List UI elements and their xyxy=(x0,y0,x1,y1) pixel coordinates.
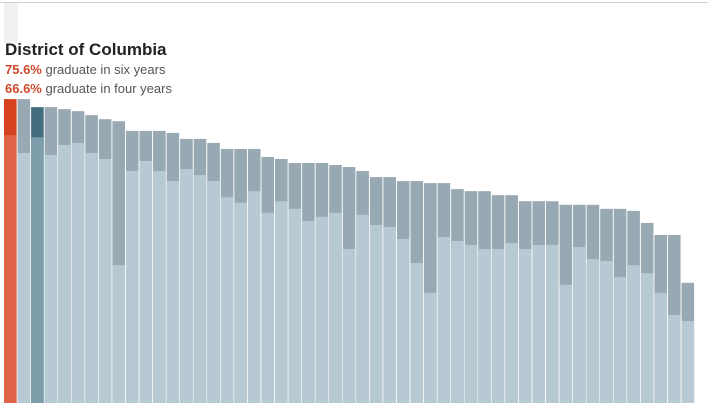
bar-four-year[interactable] xyxy=(247,191,261,403)
bar-four-year[interactable] xyxy=(369,224,383,403)
bar-four-year[interactable] xyxy=(396,238,410,403)
highlight-column-shade xyxy=(4,3,18,43)
bar-four-year[interactable] xyxy=(315,216,329,403)
bar-four-year[interactable] xyxy=(220,197,234,403)
bar-four-year[interactable] xyxy=(139,161,153,403)
bar-four-year[interactable] xyxy=(288,208,302,403)
bar-four-year[interactable] xyxy=(640,273,654,403)
bar-four-year[interactable] xyxy=(667,314,681,403)
bar-four-year[interactable] xyxy=(207,181,220,403)
six-year-value: 75.6% xyxy=(5,62,42,77)
highlight-label: District of Columbia 75.6% graduate in s… xyxy=(5,40,172,98)
bar-four-year[interactable] xyxy=(410,263,424,403)
six-year-line: 75.6% graduate in six years xyxy=(5,60,172,79)
bar-four-year[interactable] xyxy=(166,181,180,403)
bar-four-year[interactable] xyxy=(85,152,98,403)
bar-four-year[interactable] xyxy=(234,202,247,403)
bar-four-year[interactable] xyxy=(153,171,166,403)
bar-four-year[interactable] xyxy=(4,135,17,403)
bar-four-year[interactable] xyxy=(58,144,71,404)
bar-four-year[interactable] xyxy=(518,249,532,403)
bar-four-year[interactable] xyxy=(654,292,667,403)
highlight-name: District of Columbia xyxy=(5,40,167,59)
bar-four-year[interactable] xyxy=(180,169,193,403)
bar-four-year[interactable] xyxy=(302,220,315,403)
bar-four-year[interactable] xyxy=(17,152,31,403)
bar-four-year[interactable] xyxy=(491,249,505,403)
top-border xyxy=(0,2,708,3)
bar-four-year[interactable] xyxy=(573,247,586,403)
bar-four-year[interactable] xyxy=(342,249,356,403)
six-year-text: graduate in six years xyxy=(45,62,166,77)
bar-four-year[interactable] xyxy=(613,277,627,403)
bar-four-year[interactable] xyxy=(112,265,125,403)
bar-four-year[interactable] xyxy=(437,236,451,403)
bar-four-year[interactable] xyxy=(98,158,112,403)
bar-four-year[interactable] xyxy=(329,212,342,403)
bar-four-year[interactable] xyxy=(546,245,559,403)
bar-four-year[interactable] xyxy=(586,259,600,403)
bar-four-year[interactable] xyxy=(356,214,369,403)
bar-four-year[interactable] xyxy=(261,212,275,403)
four-year-value: 66.6% xyxy=(5,81,42,96)
bar-four-year[interactable] xyxy=(600,261,613,403)
bar-four-year[interactable] xyxy=(31,137,44,403)
bar-four-year[interactable] xyxy=(275,201,288,403)
bar-four-year[interactable] xyxy=(125,171,139,403)
bar-four-year[interactable] xyxy=(627,265,640,403)
bar-four-year[interactable] xyxy=(71,142,85,403)
bar-four-year[interactable] xyxy=(193,175,207,403)
bar-four-year[interactable] xyxy=(505,243,518,403)
bar-four-year[interactable] xyxy=(44,154,58,403)
bar-four-year[interactable] xyxy=(451,240,464,403)
bar-four-year[interactable] xyxy=(424,292,437,403)
bar-four-year[interactable] xyxy=(478,249,491,403)
four-year-line: 66.6% graduate in four years xyxy=(5,79,172,98)
four-year-text: graduate in four years xyxy=(45,81,172,96)
bar-four-year[interactable] xyxy=(559,284,573,403)
bar-four-year[interactable] xyxy=(383,226,396,403)
bar-four-year[interactable] xyxy=(532,245,546,403)
bar-four-year[interactable] xyxy=(681,320,695,403)
bar-four-year[interactable] xyxy=(464,245,478,403)
